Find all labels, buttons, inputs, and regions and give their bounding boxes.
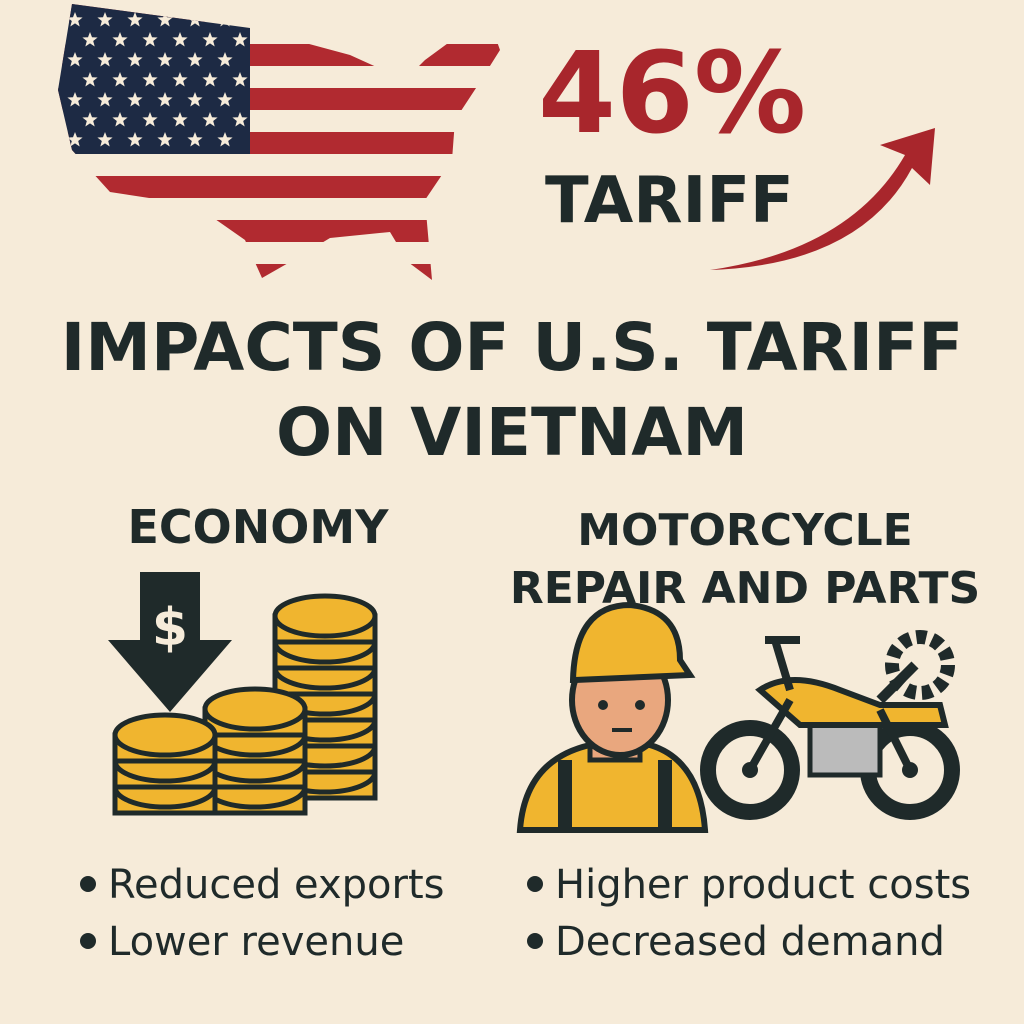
coin-top bbox=[272, 593, 378, 639]
flag-star bbox=[97, 132, 113, 147]
title-line: ON VIETNAM bbox=[276, 394, 748, 471]
flag-star bbox=[67, 52, 83, 67]
flag-star bbox=[202, 112, 218, 127]
flag-star bbox=[202, 72, 218, 87]
bullet-text: Higher product costs bbox=[555, 862, 971, 908]
flag-star bbox=[82, 32, 98, 47]
flag-star bbox=[157, 52, 173, 67]
tariff-percent: 46% bbox=[538, 29, 806, 159]
section-heading: MOTORCYCLE bbox=[577, 505, 912, 556]
section-heading: REPAIR AND PARTS bbox=[510, 563, 980, 614]
flag-star bbox=[67, 132, 83, 147]
flag-star bbox=[82, 72, 98, 87]
flag-star bbox=[112, 72, 128, 87]
flag-star bbox=[67, 92, 83, 107]
flag-star bbox=[232, 32, 248, 47]
flag-star bbox=[187, 52, 203, 67]
bullet-dot bbox=[527, 933, 543, 949]
section-heading: ECONOMY bbox=[128, 500, 390, 554]
flag-star bbox=[202, 32, 218, 47]
coin-stacks bbox=[112, 593, 378, 816]
flag-star bbox=[142, 112, 158, 127]
bullet-dot bbox=[80, 876, 96, 892]
title-line: IMPACTS OF U.S. TARIFF bbox=[61, 309, 964, 386]
flag-star bbox=[217, 52, 233, 67]
flag-stripe bbox=[58, 176, 500, 198]
worker-icon bbox=[516, 601, 709, 833]
flag-star bbox=[67, 12, 83, 27]
coin-top bbox=[112, 712, 218, 758]
flag-stripe bbox=[58, 154, 500, 176]
rising-arrow bbox=[710, 128, 935, 270]
flag-star bbox=[127, 132, 143, 147]
flag-star bbox=[157, 92, 173, 107]
flag-star bbox=[217, 92, 233, 107]
gear-wrench-icon bbox=[876, 630, 955, 704]
flag-star bbox=[127, 12, 143, 27]
bullet-text: Reduced exports bbox=[108, 862, 444, 908]
bullet-dot bbox=[80, 933, 96, 949]
flag-star bbox=[142, 72, 158, 87]
flag-star bbox=[172, 112, 188, 127]
flag-star bbox=[142, 32, 158, 47]
flag-star bbox=[82, 112, 98, 127]
down-arrow bbox=[108, 572, 232, 712]
flag-star bbox=[232, 112, 248, 127]
flag-star bbox=[172, 32, 188, 47]
flag-star bbox=[97, 12, 113, 27]
coin-top bbox=[202, 686, 308, 732]
flag-star bbox=[187, 132, 203, 147]
flag-star bbox=[112, 32, 128, 47]
bullet-dot bbox=[527, 876, 543, 892]
bullet-text: Lower revenue bbox=[108, 919, 404, 965]
flag-star bbox=[127, 52, 143, 67]
flag-star bbox=[217, 132, 233, 147]
bullet-list: Reduced exports Lower revenue Higher pro… bbox=[80, 862, 971, 965]
motorcycle-icon bbox=[700, 636, 960, 820]
flag-star bbox=[232, 72, 248, 87]
bullet-text: Decreased demand bbox=[555, 919, 945, 965]
flag-star bbox=[172, 72, 188, 87]
flag-star bbox=[97, 52, 113, 67]
flag-star bbox=[127, 92, 143, 107]
flag-star bbox=[157, 12, 173, 27]
flag-star bbox=[97, 92, 113, 107]
flag-star bbox=[157, 132, 173, 147]
flag-star bbox=[112, 112, 128, 127]
tariff-label: TARIFF bbox=[545, 164, 794, 238]
dollar-icon: $ bbox=[152, 598, 188, 658]
flag-star bbox=[187, 92, 203, 107]
